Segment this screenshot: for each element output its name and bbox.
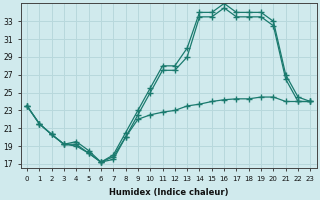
X-axis label: Humidex (Indice chaleur): Humidex (Indice chaleur) (109, 188, 228, 197)
